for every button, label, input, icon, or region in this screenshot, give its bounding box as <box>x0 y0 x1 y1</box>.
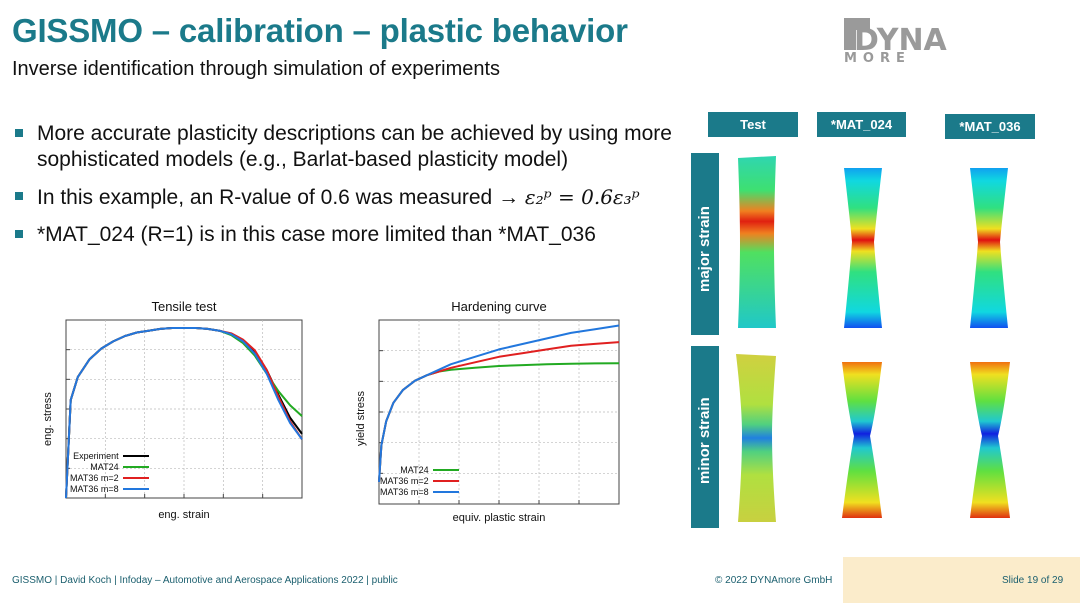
slide-subtitle: Inverse identification through simulatio… <box>12 58 501 80</box>
bullet-item: *MAT_024 (R=1) is in this case more limi… <box>12 222 692 248</box>
legend-swatch <box>122 476 149 479</box>
legend-label: MAT36 m=2 <box>70 472 119 483</box>
chart-title: Hardening curve <box>451 299 547 314</box>
bullet-marker <box>15 230 23 238</box>
bullet-list: More accurate plasticity descriptions ca… <box>12 121 692 259</box>
legend-entry: MAT36 m=8 <box>380 486 459 497</box>
legend-swatch <box>122 487 149 490</box>
bullet-text: *MAT_024 (R=1) is in this case more limi… <box>37 223 596 246</box>
row-label-major: major strain <box>696 206 713 292</box>
y-axis-label: eng. stress <box>42 392 54 446</box>
column-header-mat036: *MAT_036 <box>945 114 1035 139</box>
legend-label: MAT36 m=2 <box>380 475 429 486</box>
bullet-marker <box>15 129 23 137</box>
chart-legend: MAT24 MAT36 m=2 MAT36 m=8 <box>380 464 459 497</box>
dynamore-logo: DYNA MORE <box>844 18 948 66</box>
bullet-text: In this example, an R-value of 0.6 was m… <box>37 186 525 209</box>
legend-swatch <box>432 490 459 493</box>
row-label-minor: minor strain <box>696 397 713 484</box>
legend-swatch <box>122 465 149 468</box>
slide-number: Slide 19 of 29 <box>1002 575 1064 586</box>
legend-label: MAT36 m=8 <box>70 483 119 494</box>
legend-swatch <box>432 479 459 482</box>
bullet-text: More accurate plasticity descriptions ca… <box>37 122 672 171</box>
chart-legend: Experiment MAT24 MAT36 m=2 MAT36 m=8 <box>70 450 149 494</box>
legend-entry: MAT36 m=2 <box>380 475 459 486</box>
chart-title: Tensile test <box>151 299 217 314</box>
footer-info: GISSMO | David Koch | Infoday – Automoti… <box>12 575 398 586</box>
r-value-formula: ε₂ᵖ = 0.6ε₃ᵖ <box>524 185 640 209</box>
footer-copyright: © 2022 DYNAmore GmbH <box>715 575 833 586</box>
bullet-item: In this example, an R-value of 0.6 was m… <box>12 184 692 211</box>
legend-label: MAT36 m=8 <box>380 486 429 497</box>
x-axis-label: eng. strain <box>158 509 210 521</box>
hardening-curve-chart <box>378 319 620 505</box>
legend-entry: MAT24 <box>380 464 459 475</box>
legend-swatch <box>432 468 459 471</box>
series-line-mat36-m-8 <box>65 327 303 499</box>
tensile-test-chart <box>65 319 303 499</box>
legend-entry: MAT36 m=2 <box>70 472 149 483</box>
strain-contour-images <box>736 156 1010 522</box>
legend-label: Experiment <box>73 450 119 461</box>
column-header-test: Test <box>708 112 798 137</box>
bullet-item: More accurate plasticity descriptions ca… <box>12 121 692 173</box>
series-line-mat36-m-8 <box>378 324 620 482</box>
legend-label: MAT24 <box>90 461 119 472</box>
bullet-marker <box>15 192 23 200</box>
legend-swatch <box>122 454 149 457</box>
legend-entry: Experiment <box>70 450 149 461</box>
slide-title: GISSMO – calibration – plastic behavior <box>12 12 628 49</box>
x-axis-label: equiv. plastic strain <box>452 512 546 524</box>
legend-entry: MAT24 <box>70 461 149 472</box>
svg-text:MORE: MORE <box>844 51 911 66</box>
column-header-mat024: *MAT_024 <box>817 112 906 137</box>
legend-label: MAT24 <box>400 464 429 475</box>
y-axis-label: yield stress <box>355 390 367 446</box>
legend-entry: MAT36 m=8 <box>70 483 149 494</box>
row-header-minor <box>691 346 719 528</box>
row-header-major <box>691 153 719 335</box>
svg-text:DYNA: DYNA <box>854 23 948 58</box>
footer-accent-pane <box>843 557 1080 603</box>
